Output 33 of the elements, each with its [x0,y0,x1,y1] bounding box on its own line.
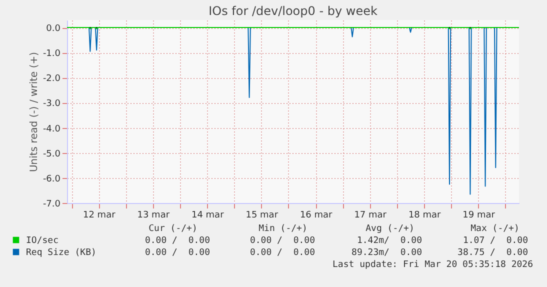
text: Max (-/+) [470,224,520,234]
x-tick-label: 18 mar [408,210,442,220]
text: 0.00 / 0.00 [144,236,210,246]
y-tick-label: -1.0 [42,49,61,60]
text: Avg (-/+) [366,224,414,234]
text: 0.00 / 0.00 [144,248,210,258]
y-tick-label: -5.0 [42,149,61,160]
x-tick-label: 15 mar [246,210,278,220]
legend-label: Req Size (KB) [26,248,96,258]
x-tick-label: 14 mar [191,210,224,220]
y-tick-label: 0.0 [46,24,61,34]
x-tick-label: 12 mar [82,210,116,220]
text: Cur (-/+) [148,224,198,234]
text: 38.75 / 0.00 [458,248,528,258]
x-tick-label: 16 mar [300,210,333,220]
y-axis-title: Units read (-) / write (+) [28,52,40,172]
legend-label: IO/sec [26,236,59,246]
text: 1.42m/ 0.00 [356,236,422,246]
y-tick-label: -6.0 [42,174,61,184]
y-tick-label: -3.0 [42,99,61,110]
text: Last update: Fri Mar 20 05:35:18 2026 [332,260,533,270]
y-tick-label: -4.0 [42,124,61,134]
text: 89.23m/ 0.00 [352,248,422,258]
text: 1.07 / 0.00 [462,236,528,246]
text: Min (-/+) [258,224,308,234]
x-tick-label: 17 mar [354,210,387,220]
x-tick-label: 13 mar [137,210,170,220]
text: 0.00 / 0.00 [250,236,315,246]
x-tick-label: 19 mar [462,210,496,220]
y-tick-label: -7.0 [42,200,61,210]
text: 0.00 / 0.00 [250,248,315,258]
chart-title: IOs for /dev/loop0 - by week [208,4,378,18]
y-tick-label: -2.0 [42,74,61,84]
